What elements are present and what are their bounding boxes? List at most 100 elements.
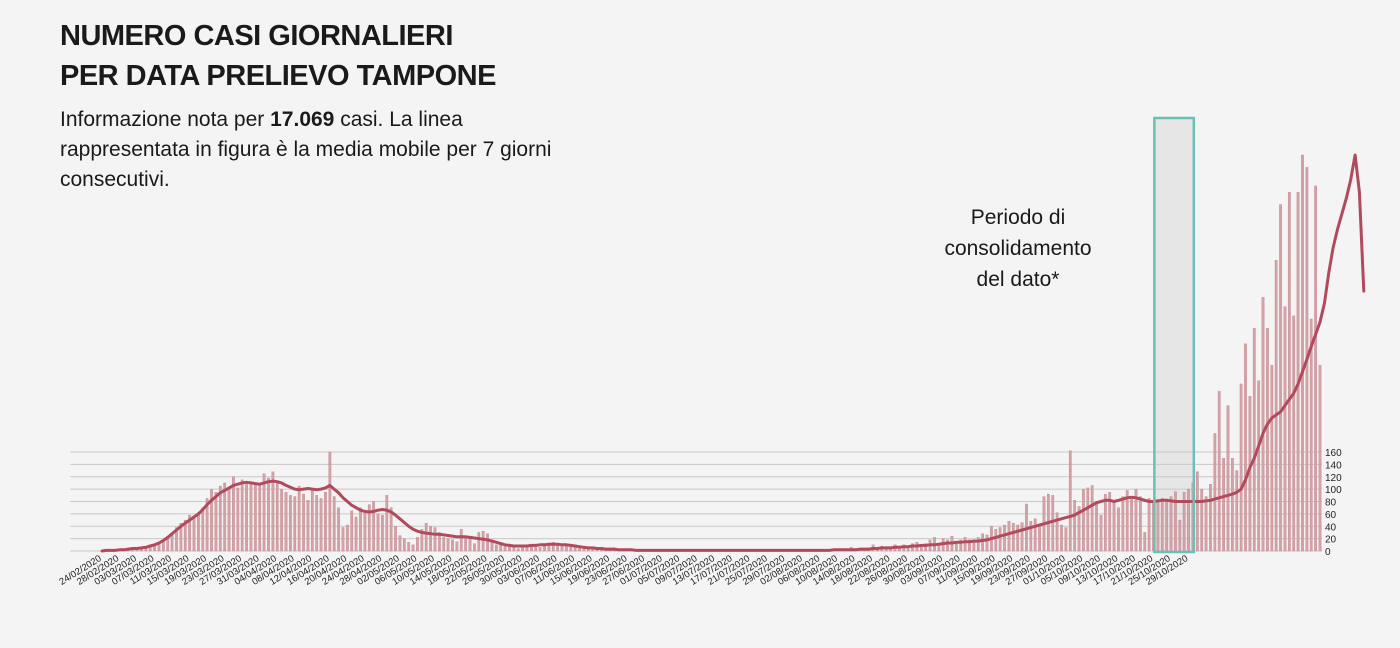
- bar: [389, 507, 393, 552]
- bar: [1160, 498, 1164, 552]
- chart-title: NUMERO CASI GIORNALIERI PER DATA PRELIEV…: [60, 16, 496, 96]
- bar: [227, 488, 231, 552]
- y-tick-label: 60: [1325, 510, 1337, 521]
- bar: [1222, 458, 1225, 552]
- bar: [1108, 492, 1112, 552]
- bar: [538, 547, 542, 552]
- bar: [416, 537, 419, 552]
- bar: [1077, 506, 1081, 552]
- bar: [1318, 365, 1322, 552]
- bar: [994, 529, 998, 552]
- bar: [345, 524, 349, 552]
- bar: [1125, 490, 1129, 552]
- bar: [337, 507, 340, 552]
- bar: [1279, 204, 1282, 552]
- bar: [1252, 328, 1256, 552]
- bar: [275, 481, 279, 552]
- bar: [218, 485, 222, 552]
- bar: [1292, 315, 1296, 552]
- bar: [411, 544, 415, 552]
- bar: [267, 477, 270, 552]
- bar: [429, 526, 432, 552]
- bar: [420, 529, 424, 552]
- bar: [1082, 488, 1085, 552]
- bar: [1314, 185, 1317, 552]
- y-tick-label: 140: [1325, 460, 1342, 471]
- highlight-background: [1154, 118, 1194, 552]
- bar: [319, 498, 323, 552]
- bar: [963, 537, 967, 552]
- bar: [284, 492, 288, 552]
- bar: [1051, 495, 1055, 552]
- bar: [433, 527, 437, 552]
- bar: [464, 538, 468, 552]
- bar: [459, 529, 463, 552]
- bar: [1178, 519, 1182, 552]
- bar: [201, 507, 205, 552]
- bar: [315, 495, 319, 552]
- bar: [188, 514, 191, 552]
- bar: [424, 523, 428, 552]
- bar: [473, 543, 476, 552]
- bar: [1287, 191, 1291, 552]
- bar: [1261, 297, 1265, 552]
- bar: [179, 523, 183, 552]
- bar: [306, 500, 310, 552]
- bar: [289, 495, 292, 552]
- bar: [197, 512, 200, 552]
- bar: [381, 514, 384, 552]
- bar: [1099, 514, 1103, 552]
- bar: [394, 526, 397, 552]
- bar: [1165, 498, 1169, 552]
- bar: [1257, 380, 1261, 552]
- bar: [372, 501, 375, 552]
- bar: [560, 545, 564, 552]
- bar: [385, 495, 389, 552]
- bar: [341, 527, 345, 552]
- bar: [402, 538, 406, 552]
- bar: [1283, 306, 1287, 552]
- bar: [1086, 487, 1090, 552]
- bar: [998, 527, 1002, 552]
- bar: [924, 543, 928, 552]
- bar: [262, 473, 266, 552]
- bar: [1090, 485, 1094, 552]
- bar: [271, 471, 275, 552]
- bar: [1270, 365, 1274, 552]
- bar: [1134, 488, 1138, 552]
- bar: [968, 539, 971, 552]
- bar: [512, 547, 516, 552]
- bar: [1112, 501, 1116, 552]
- bar: [1003, 524, 1006, 552]
- bar: [503, 545, 507, 552]
- bar: [455, 541, 459, 552]
- bar: [981, 533, 984, 552]
- bar: [551, 542, 555, 552]
- bar: [175, 527, 178, 552]
- bar: [521, 547, 524, 552]
- title-line-2: PER DATA PRELIEVO TAMPONE: [60, 60, 496, 92]
- bar: [1095, 501, 1098, 552]
- bar: [1244, 343, 1247, 552]
- bar: [183, 519, 187, 552]
- bar: [1147, 498, 1151, 552]
- bar: [976, 537, 980, 552]
- bar: [1011, 523, 1015, 552]
- bar: [332, 496, 336, 552]
- bar: [1169, 496, 1173, 552]
- y-tick-label: 160: [1325, 448, 1342, 459]
- bar: [946, 539, 949, 552]
- bar: [1055, 512, 1059, 552]
- bar: [293, 496, 297, 552]
- bar: [328, 451, 332, 552]
- bar: [363, 510, 367, 552]
- bar: [1016, 524, 1020, 552]
- y-tick-label: 40: [1325, 522, 1337, 533]
- bar: [249, 481, 253, 552]
- bar: [1020, 522, 1024, 552]
- bar: [1195, 471, 1199, 552]
- bar: [451, 539, 454, 552]
- bar: [1038, 526, 1041, 552]
- annotation-line-3: del dato*: [976, 268, 1060, 291]
- bar: [1064, 527, 1068, 552]
